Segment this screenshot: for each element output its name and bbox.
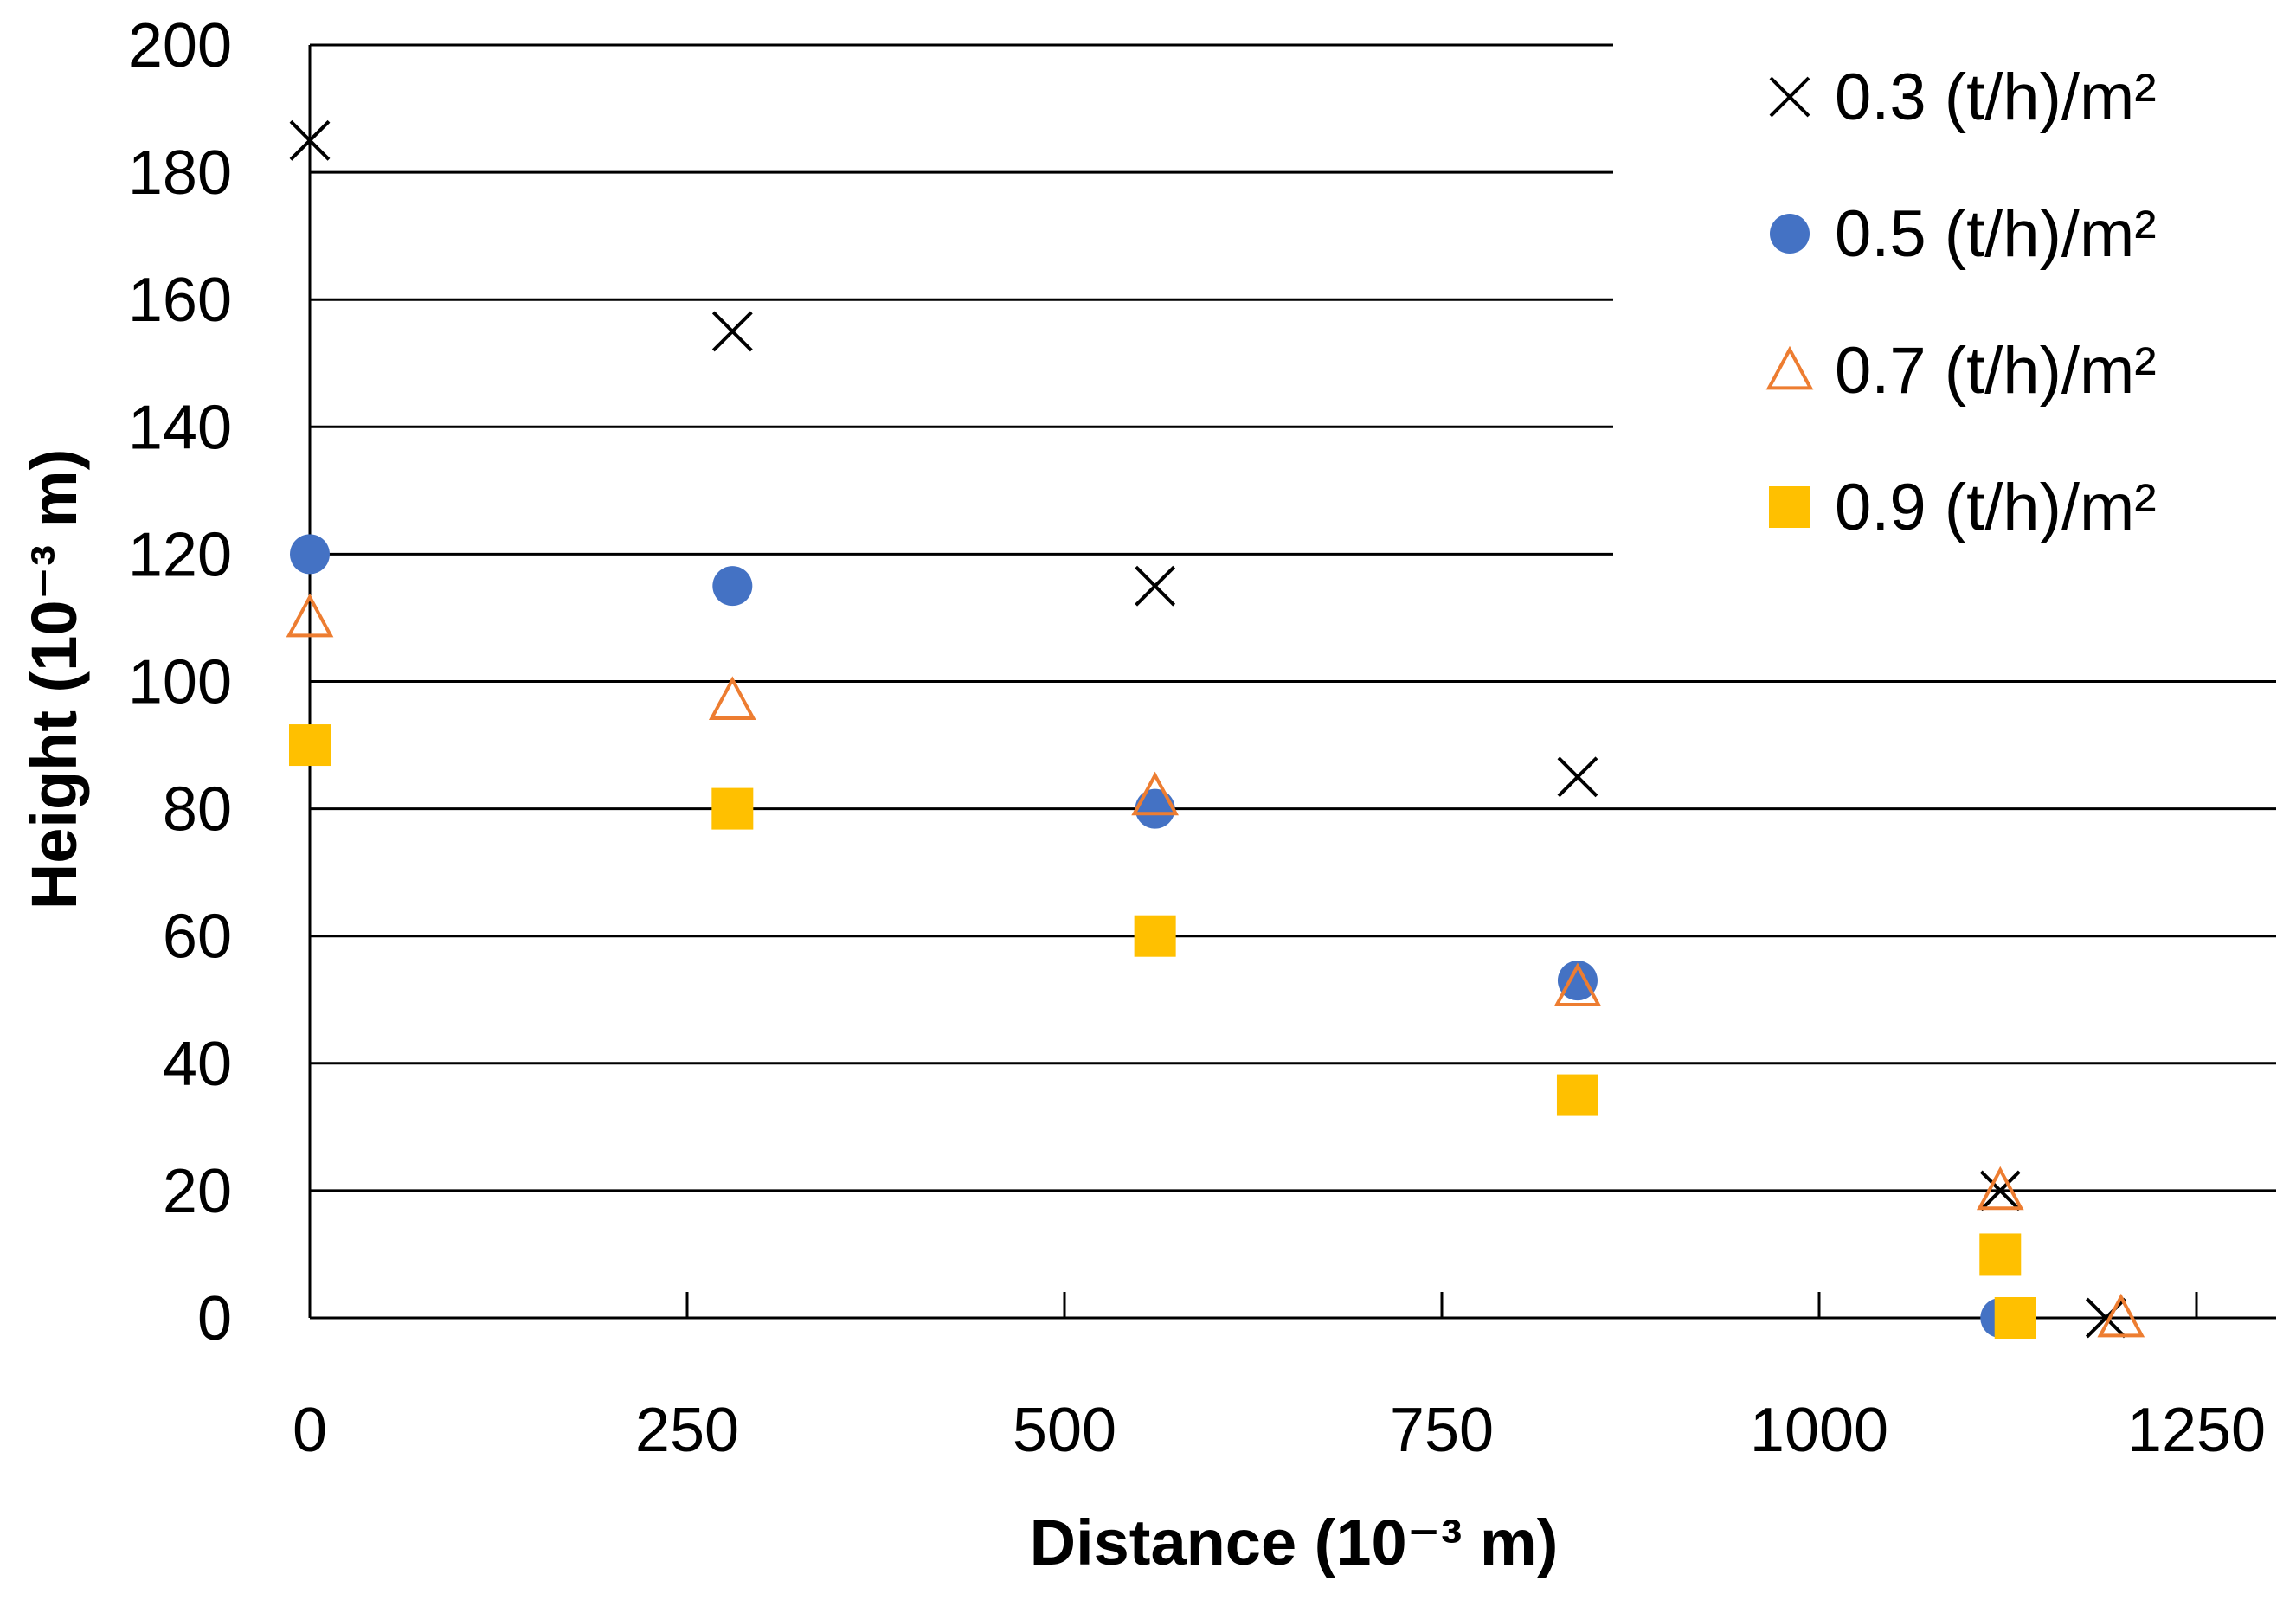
x-tick-label: 1250: [2127, 1396, 2266, 1465]
legend-item: 0.7 (t/h)/m²: [1765, 334, 2157, 408]
y-tick-label: 200: [128, 11, 232, 80]
data-point: [289, 724, 331, 767]
legend-item: 0.3 (t/h)/m²: [1769, 61, 2157, 134]
data-point: [1135, 788, 1175, 829]
y-tick-label: 40: [163, 1030, 232, 1099]
data-point: [1553, 962, 1602, 1006]
gridlines: [310, 43, 2276, 1192]
legend-item: 0.5 (t/h)/m²: [1770, 197, 2157, 271]
legend-marker: [1769, 486, 1810, 528]
legend-marker: [1765, 345, 1814, 390]
data-point: [1557, 961, 1598, 1001]
y-tick-label: 80: [163, 775, 232, 845]
data-point: [286, 593, 334, 638]
x-tick-label: 250: [635, 1396, 739, 1465]
y-tick-label: 160: [128, 266, 232, 335]
data-point: [289, 119, 331, 161]
y-tick-label: 120: [128, 520, 232, 589]
legend-item: 0.9 (t/h)/m²: [1769, 471, 2157, 544]
legend-label: 0.3 (t/h)/m²: [1835, 61, 2157, 134]
legend: 0.3 (t/h)/m² 0.5 (t/h)/m² 0.7 (t/h)/m² 0.9 …: [1765, 61, 2157, 544]
x-tick-label: 750: [1390, 1396, 1494, 1465]
data-point: [290, 534, 330, 575]
data-point: [711, 311, 753, 352]
y-tick-label: 140: [128, 393, 232, 462]
data-point: [1994, 1297, 2036, 1339]
y-tick-label: 20: [163, 1157, 232, 1226]
data-point: [711, 787, 754, 830]
x-tick-label: 500: [1013, 1396, 1116, 1465]
legend-label: 0.7 (t/h)/m²: [1835, 334, 2157, 408]
legend-label: 0.9 (t/h)/m²: [1835, 471, 2157, 544]
axes: 0 20 40 60 80 100 120 140 160 180 200 0 250 500 750 100…: [128, 11, 2276, 1465]
data-point: [2097, 1293, 2145, 1338]
legend-marker: [1769, 76, 1810, 118]
legend-marker: [1770, 214, 1810, 254]
y-tick-label: 100: [128, 648, 232, 717]
x-axis-title: Distance (10⁻³ m): [1030, 1507, 1559, 1578]
data-point: [708, 676, 756, 720]
y-tick-label: 60: [163, 903, 232, 972]
data-point: [1556, 1074, 1598, 1116]
x-tick-label: 0: [293, 1396, 327, 1465]
data-point: [1135, 565, 1176, 607]
data-point: [1557, 756, 1598, 798]
data-point: [1979, 1170, 2021, 1211]
legend-label: 0.5 (t/h)/m²: [1835, 197, 2157, 271]
data-point: [1131, 771, 1179, 816]
data-point: [1979, 1233, 2022, 1276]
y-axis-title: Height (10⁻³ m): [18, 449, 90, 909]
data-point: [1976, 1166, 2024, 1211]
data-point: [712, 566, 753, 607]
y-tick-label: 0: [197, 1284, 232, 1353]
data-point: [1134, 915, 1176, 957]
y-tick-label: 180: [128, 138, 232, 208]
data-marks: [286, 119, 2145, 1339]
x-tick-label: 1000: [1750, 1396, 1888, 1465]
